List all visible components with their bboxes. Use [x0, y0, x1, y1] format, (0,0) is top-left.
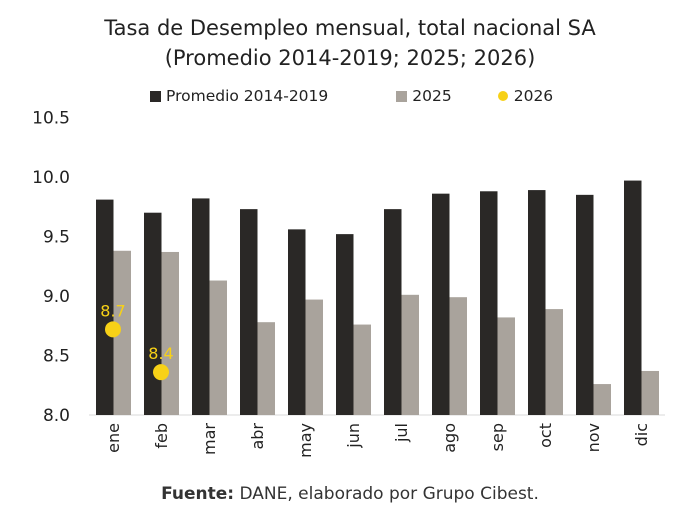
bar-promedio-may [288, 229, 306, 415]
bar-promedio-mar [192, 198, 210, 415]
x-tick-label: jun [344, 423, 363, 449]
legend-swatch [150, 90, 161, 102]
x-tick-label: mar [200, 423, 219, 455]
legend-label: Promedio 2014-2019 [166, 87, 329, 105]
bar-2025-nov [593, 384, 611, 415]
bar-2025-sep [497, 317, 515, 415]
bar-2025-feb [161, 251, 179, 415]
y-tick-label: 8.5 [43, 347, 70, 367]
bar-promedio-nov [576, 194, 594, 415]
bar-promedio-sep [480, 191, 498, 415]
bar-promedio-ago [432, 193, 450, 415]
bar-promedio-abr [240, 209, 258, 415]
bar-promedio-ene [96, 199, 114, 415]
bar-2025-jul [401, 294, 419, 415]
x-tick-label: feb [152, 423, 171, 449]
legend: Promedio 2014-2019 2025 2026 [150, 87, 599, 105]
legend-swatch [396, 90, 408, 102]
legend-item-2026: 2026 [497, 87, 554, 105]
y-tick-label: 10.0 [32, 168, 70, 188]
y-tick-label: 9.0 [43, 287, 70, 307]
bar-2025-mar [209, 280, 227, 415]
bar-2025-may [305, 299, 323, 415]
data-label-2026: 8.7 [100, 301, 125, 320]
bar-2025-dic [641, 370, 659, 415]
x-tick-label: dic [632, 423, 651, 446]
bar-promedio-oct [528, 190, 546, 415]
x-tick-label: ago [440, 423, 459, 453]
data-label-2026: 8.4 [148, 344, 173, 363]
point-2026-ene [105, 321, 121, 338]
x-tick-label: jul [392, 423, 411, 443]
bar-2025-jun [353, 324, 371, 415]
legend-label: 2025 [412, 87, 452, 105]
source-label: Fuente: [161, 484, 235, 504]
source-note: Fuente: DANE, elaborado por Grupo Cibest… [0, 484, 700, 504]
x-tick-label: nov [584, 423, 603, 452]
legend-item-2025: 2025 [396, 87, 452, 105]
x-tick-label: may [296, 423, 315, 458]
bar-promedio-dic [624, 180, 642, 415]
x-tick-label: sep [488, 423, 507, 451]
source-text: DANE, elaborado por Grupo Cibest. [234, 484, 539, 504]
chart-title: Tasa de Desempleo mensual, total naciona… [104, 16, 596, 40]
y-tick-label: 8.0 [43, 406, 70, 426]
bar-2025-ene [113, 250, 131, 415]
x-tick-label: ene [104, 423, 123, 453]
bar-2025-abr [257, 322, 275, 415]
legend-item-promedio: Promedio 2014-2019 [150, 87, 328, 105]
legend-label: 2026 [513, 87, 554, 105]
bar-promedio-feb [144, 212, 162, 415]
x-tick-label: abr [248, 423, 267, 450]
bar-2025-ago [449, 297, 467, 415]
chart-subtitle: (Promedio 2014-2019; 2025; 2026) [164, 46, 536, 70]
bar-promedio-jul [384, 209, 402, 415]
bar-promedio-jun [336, 234, 354, 415]
y-tick-label: 9.5 [43, 228, 70, 248]
legend-marker [497, 91, 508, 101]
point-2026-feb [153, 364, 169, 381]
y-tick-label: 10.5 [32, 109, 70, 129]
bar-2025-oct [545, 309, 563, 415]
x-tick-label: oct [536, 423, 555, 448]
